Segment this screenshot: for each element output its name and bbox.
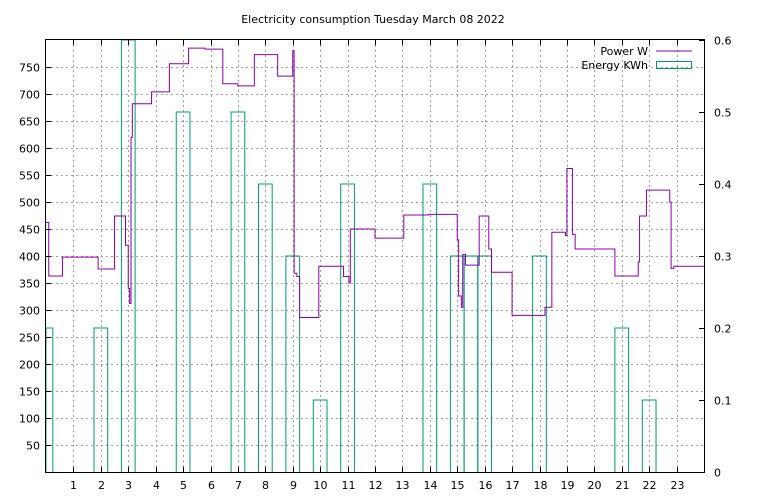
x-tick-label: 15 [451,479,465,492]
x-tick-label: 3 [125,479,132,492]
energy-bar [340,183,355,472]
energy-bar [532,255,547,472]
energy-bar [285,255,301,472]
x-axis: 1 2 3 4 5 6 7 8 9 10 11 12 13 14 15 16 17 18 19 20 21 22 23 [70,40,685,492]
energy-bar [93,327,109,472]
y-tick-label: 700 [19,89,40,102]
y-tick-label: 150 [19,386,40,399]
y2-tick-label: 0 [714,467,721,480]
x-tick-label: 2 [98,479,105,492]
legend-label-power: Power W [600,45,648,58]
y2-tick-label: 0.1 [714,395,732,408]
y-tick-label: 300 [19,305,40,318]
x-tick-label: 8 [262,479,269,492]
energy-bar [477,255,493,472]
x-tick-label: 5 [180,479,187,492]
energy-bar [175,111,191,472]
energy-bar [257,183,273,472]
y-tick-label: 650 [19,116,40,129]
energy-bar [422,183,438,472]
y-tick-label: 200 [19,359,40,372]
x-tick-label: 23 [671,479,685,492]
x-tick-label: 19 [561,479,575,492]
x-tick-label: 21 [616,479,630,492]
y2-tick-label: 0.2 [714,323,732,336]
y2-tick-label: 0.3 [714,251,732,264]
x-tick-label: 12 [369,479,383,492]
energy-bar [45,327,54,472]
x-tick-label: 10 [314,479,328,492]
x-tick-label: 11 [342,479,356,492]
grid [46,40,704,472]
x-tick-label: 13 [396,479,410,492]
legend: Power W Energy KWh [581,45,692,72]
y-tick-label: 350 [19,278,40,291]
y-axis-left: 50 100 150 200 250 300 350 400 450 500 550 600 650 70… [19,62,51,453]
y2-tick-label: 0.4 [714,179,732,192]
y-tick-label: 600 [19,143,40,156]
x-tick-label: 17 [506,479,520,492]
power-line-layer [46,47,704,319]
x-tick-label: 4 [153,479,160,492]
energy-bars [45,39,657,472]
x-tick-label: 18 [534,479,548,492]
energy-bar [641,399,657,472]
y-tick-label: 450 [19,224,40,237]
x-tick-label: 9 [290,479,297,492]
x-tick-label: 14 [424,479,438,492]
y2-tick-label: 0.5 [714,107,732,120]
energy-bar [312,399,328,472]
x-tick-label: 1 [70,479,77,492]
x-tick-label: 7 [235,479,242,492]
power-line [46,47,704,319]
x-tick-label: 22 [643,479,657,492]
x-tick-label: 20 [588,479,602,492]
energy-bar [614,327,630,472]
plot-frame [45,39,705,473]
y-tick-label: 750 [19,62,40,75]
y-tick-label: 50 [26,440,40,453]
x-tick-label: 6 [208,479,215,492]
legend-swatch-energy [656,61,692,69]
y-tick-label: 250 [19,332,40,345]
y-axis-right: 0 0.1 0.2 0.3 0.4 0.5 0.6 [699,35,732,480]
y-tick-label: 100 [19,413,40,426]
y2-tick-label: 0.6 [714,35,732,48]
y-tick-label: 500 [19,197,40,210]
x-tick-label: 16 [479,479,493,492]
legend-label-energy: Energy KWh [581,59,648,72]
energy-bar [230,111,246,472]
chart-title: Electricity consumption Tuesday March 08… [241,13,505,26]
y-tick-label: 400 [19,251,40,264]
y-tick-label: 550 [19,170,40,183]
